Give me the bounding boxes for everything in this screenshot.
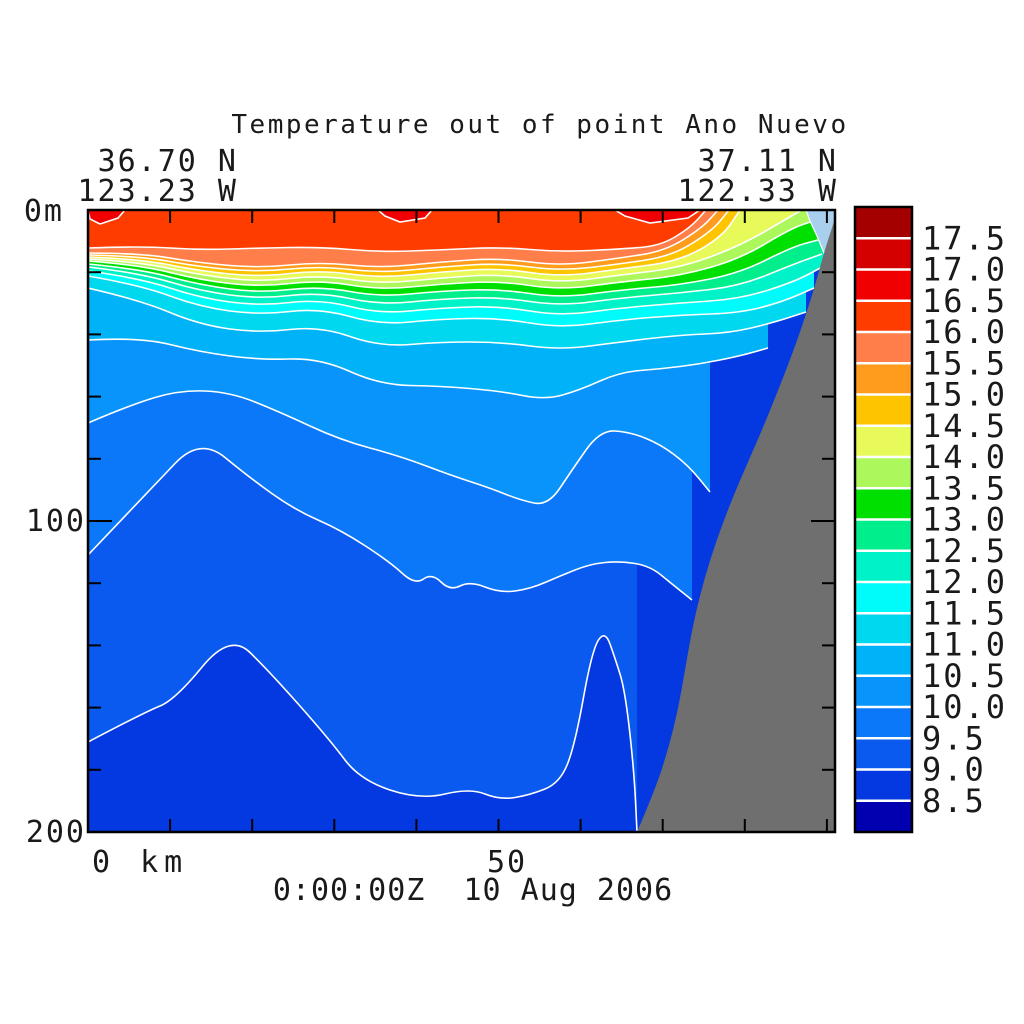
colorbar-segment [855, 488, 912, 520]
colorbar-segment [855, 425, 912, 458]
plot-title: Temperature out of point Ano Nuevo [231, 110, 848, 140]
contour-lines [88, 210, 825, 832]
colorbar-label: 17.5 [922, 219, 1007, 257]
colorbar-label: 12.5 [922, 532, 1007, 570]
colorbar-segment [855, 644, 912, 677]
colorbar-label: 10.0 [922, 688, 1007, 726]
colorbar-segment [855, 207, 912, 239]
colorbar-label: 9.0 [922, 751, 986, 789]
colorbar-segment [855, 707, 912, 739]
colorbar-label: 11.5 [922, 594, 1007, 632]
colorbar-label: 16.5 [922, 282, 1007, 320]
colorbar-segment [855, 613, 912, 645]
colorbar-label: 14.0 [922, 438, 1007, 476]
colorbar-label: 14.5 [922, 407, 1007, 445]
datetime-label: 0:00:00Z 10 Aug 2006 [273, 873, 673, 908]
seafloor-bathymetry [637, 218, 835, 832]
right-endpoint-longitude: 122.33 W [678, 174, 839, 209]
colorbar-label: 9.5 [922, 719, 986, 757]
left-endpoint-longitude: 123.23 W [78, 174, 239, 209]
colorbar-segment [855, 769, 912, 802]
left-endpoint-latitude: 36.70 N [98, 144, 238, 179]
colorbar-label: 12.0 [922, 563, 1007, 601]
colorbar-label: 15.5 [922, 344, 1007, 382]
colorbar-label: 16.0 [922, 313, 1007, 351]
colorbar-label: 13.0 [922, 501, 1007, 539]
y-axis-label-100: 100 [26, 504, 86, 539]
colorbar-segment [855, 675, 912, 708]
x-axis-label-0km: 0 km [92, 845, 188, 880]
contour-field [88, 210, 835, 832]
colorbar-label: 8.5 [922, 782, 986, 820]
colorbar-segment [855, 238, 912, 270]
colorbar-segment [855, 550, 912, 583]
colorbar-label: 13.5 [922, 469, 1007, 507]
colorbar-segment [855, 394, 912, 427]
x-axis-label-50: 50 [487, 845, 527, 880]
colorbar-segment [855, 582, 912, 614]
colorbar-segment [855, 332, 912, 364]
plot-frame [86, 208, 837, 834]
colorbar-label: 17.0 [922, 251, 1007, 289]
y-axis-label-200: 200 [26, 815, 86, 850]
axis-ticks [88, 210, 835, 832]
right-endpoint-latitude: 37.11 N [698, 144, 838, 179]
colorbar-label: 10.5 [922, 657, 1007, 695]
colorbar-label: 11.0 [922, 626, 1007, 664]
colorbar-label: 15.0 [922, 376, 1007, 414]
colorbar-segment [855, 300, 912, 333]
colorbar-segment [855, 519, 912, 552]
colorbar-segment [855, 800, 912, 833]
y-axis-label-0m: 0m [24, 194, 64, 229]
colorbar-segment [855, 363, 912, 395]
colorbar: 17.517.016.516.015.515.014.514.013.513.0… [853, 205, 1007, 834]
colorbar-segment [855, 738, 912, 770]
colorbar-segment [855, 457, 912, 489]
colorbar-segment [855, 269, 912, 302]
